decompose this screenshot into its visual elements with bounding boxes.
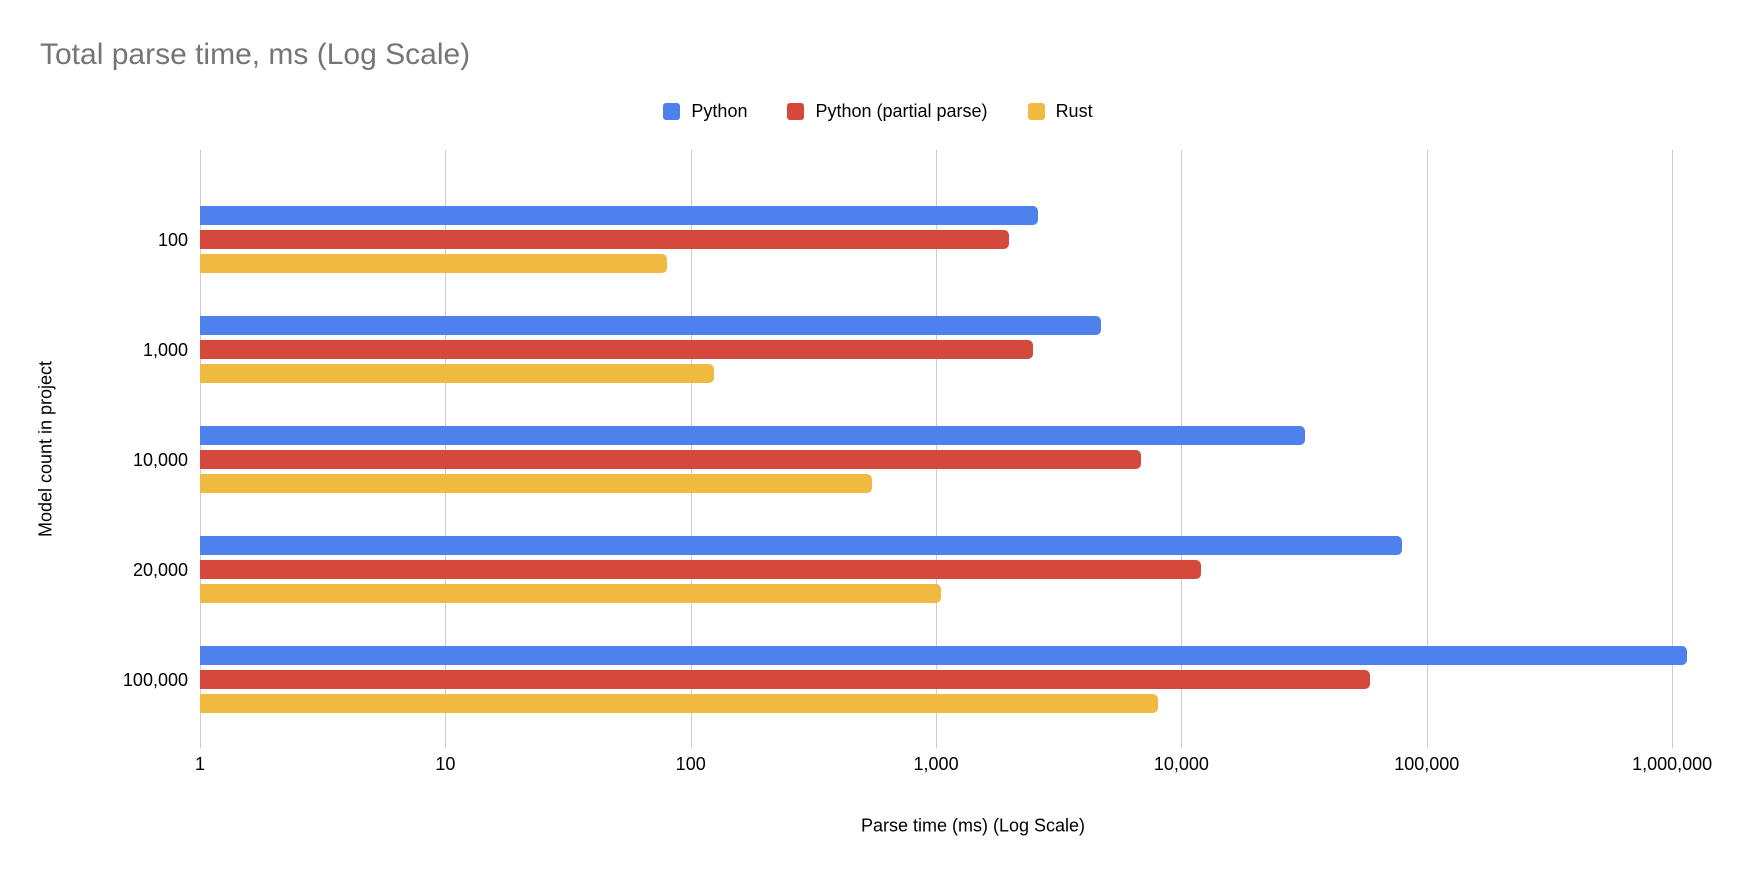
legend-swatch-rust-icon [1027, 103, 1045, 120]
bar-python-100000[interactable] [200, 646, 1688, 665]
x-tick-label: 10 [435, 754, 456, 774]
y-tick-label: 10,000 [132, 449, 188, 470]
x-tick-label: 1,000,000 [1632, 754, 1713, 774]
bar-python-20000[interactable] [200, 536, 1402, 555]
x-tick-label: 10,000 [1153, 754, 1209, 774]
y-tick-label: 20,000 [132, 559, 188, 580]
legend-label-python: Python [691, 101, 748, 121]
gridline [936, 150, 938, 748]
legend-swatch-python-icon [663, 103, 681, 120]
gridline [200, 150, 201, 748]
gridline [1672, 150, 1674, 748]
bar-python-partial-parse-100[interactable] [200, 230, 1009, 249]
plot-area [200, 150, 1746, 748]
legend-label-rust: Rust [1055, 101, 1093, 121]
bar-rust-1000[interactable] [200, 364, 715, 383]
bar-python-1000[interactable] [200, 316, 1101, 335]
bar-rust-10000[interactable] [200, 474, 873, 493]
legend: Python Python (partial parse) Rust [0, 101, 1756, 122]
legend-label-python-partial: Python (partial parse) [815, 101, 988, 121]
legend-item-rust[interactable]: Rust [1027, 101, 1093, 122]
legend-item-python[interactable]: Python [663, 101, 747, 122]
bar-rust-100000[interactable] [200, 694, 1158, 713]
bar-python-partial-parse-1000[interactable] [200, 340, 1033, 359]
bar-rust-100[interactable] [200, 254, 667, 273]
bar-python-100[interactable] [200, 206, 1038, 225]
bar-python-10000[interactable] [200, 426, 1306, 445]
chart-title: Total parse time, ms (Log Scale) [40, 38, 471, 71]
bar-rust-20000[interactable] [200, 584, 942, 603]
gridline [445, 150, 447, 748]
gridline [690, 150, 692, 748]
legend-item-python-partial[interactable]: Python (partial parse) [787, 101, 988, 122]
x-axis-title: Parse time (ms) (Log Scale) [860, 815, 1086, 836]
bar-python-partial-parse-100000[interactable] [200, 670, 1370, 689]
x-tick-label: 1 [194, 754, 206, 774]
x-tick-label: 100 [675, 754, 706, 774]
gridline [1181, 150, 1183, 748]
x-tick-label: 100,000 [1394, 754, 1460, 774]
y-tick-label: 100,000 [122, 669, 188, 690]
x-tick-label: 1,000 [913, 754, 959, 774]
gridline [1426, 150, 1428, 748]
y-tick-label: 100 [157, 229, 188, 250]
bar-python-partial-parse-10000[interactable] [200, 450, 1142, 469]
y-tick-label: 1,000 [142, 339, 188, 360]
bar-python-partial-parse-20000[interactable] [200, 560, 1201, 579]
legend-swatch-python-partial-icon [787, 103, 805, 120]
